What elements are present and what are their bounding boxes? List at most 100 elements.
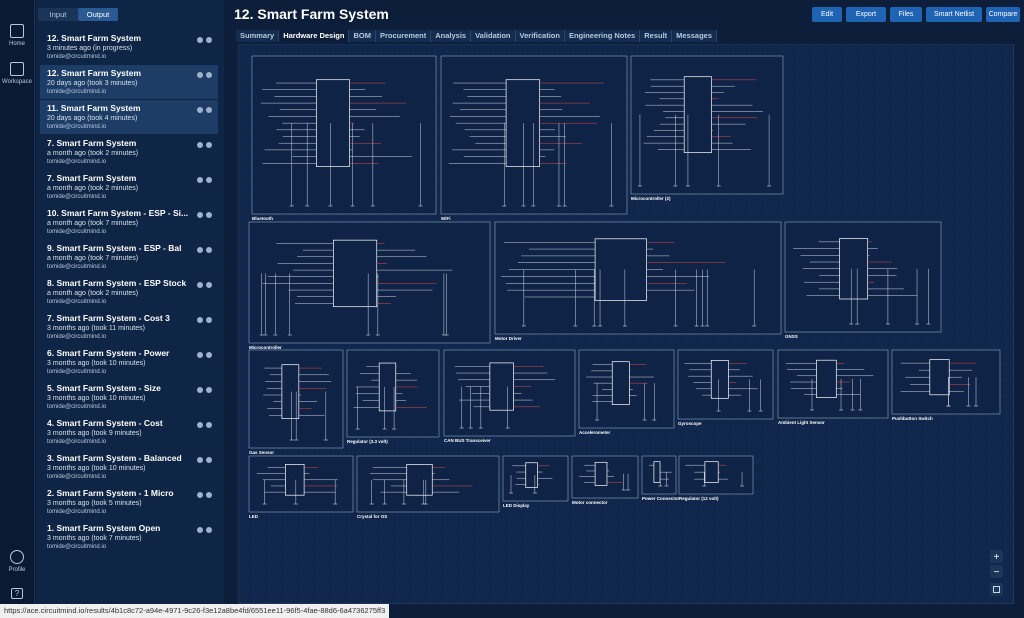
delete-icon[interactable] — [206, 177, 212, 183]
settings-icon[interactable] — [197, 457, 203, 463]
delete-icon[interactable] — [206, 492, 212, 498]
item-email: tomide@circuitmind.io — [47, 299, 107, 305]
schematic-block[interactable] — [784, 221, 942, 333]
tab[interactable]: Summary — [236, 30, 280, 42]
schematic-block[interactable] — [677, 349, 774, 420]
nav-home[interactable]: Home — [0, 24, 34, 47]
settings-icon[interactable] — [197, 142, 203, 148]
nav-workspace[interactable]: Workspace — [0, 62, 34, 85]
nav-label: Profile — [8, 567, 26, 573]
settings-icon[interactable] — [197, 282, 203, 288]
settings-icon[interactable] — [197, 177, 203, 183]
item-email: tomide@circuitmind.io — [47, 474, 107, 480]
delete-icon[interactable] — [206, 457, 212, 463]
action-button[interactable]: Export — [846, 7, 886, 22]
result-item[interactable]: 7. Smart Farm System a month ago (took 2 … — [40, 170, 218, 204]
result-item[interactable]: 7. Smart Farm System - Cost 3 3 months ag… — [40, 310, 218, 344]
result-item[interactable]: 12. Smart Farm System 20 days ago (took 3… — [40, 65, 218, 99]
delete-icon[interactable] — [206, 422, 212, 428]
result-item[interactable]: 8. Smart Farm System - ESP Stock a month … — [40, 275, 218, 309]
block-label: Motor Driver — [495, 336, 522, 341]
delete-icon[interactable] — [206, 282, 212, 288]
block-label: Accelerometer — [579, 430, 611, 435]
action-button[interactable]: Compare — [986, 7, 1020, 22]
tab[interactable]: Verification — [515, 30, 565, 42]
delete-icon[interactable] — [206, 37, 212, 43]
zoom-label: + — [994, 552, 1000, 563]
result-item[interactable]: 6. Smart Farm System - Power 3 months ago… — [40, 345, 218, 379]
schematic-block[interactable] — [578, 349, 675, 429]
result-item[interactable]: 11. Smart Farm System 20 days ago (took 4… — [40, 100, 218, 134]
tab[interactable]: Input — [49, 10, 67, 19]
delete-icon[interactable] — [206, 72, 212, 78]
schematic-block[interactable] — [440, 55, 628, 215]
schematic-block[interactable] — [891, 349, 1001, 415]
tab[interactable]: Procurement — [375, 30, 432, 42]
item-email: tomide@circuitmind.io — [47, 194, 107, 200]
action-button[interactable]: Files — [890, 7, 922, 22]
settings-icon[interactable] — [197, 387, 203, 393]
delete-icon[interactable] — [206, 107, 212, 113]
schematic-block[interactable] — [678, 455, 754, 495]
delete-icon[interactable] — [206, 247, 212, 253]
tab[interactable]: Hardware Design — [279, 30, 350, 42]
result-item[interactable]: 9. Smart Farm System - ESP - Bal a month … — [40, 240, 218, 274]
zoom-button[interactable] — [990, 565, 1003, 578]
item-title: 4. Smart Farm System - Cost — [47, 418, 163, 428]
result-item[interactable]: 4. Smart Farm System - Cost 3 months ago … — [40, 415, 218, 449]
item-meta: 20 days ago (took 4 minutes) — [47, 115, 138, 122]
tab[interactable]: Output — [78, 8, 118, 21]
schematic-block[interactable] — [571, 455, 639, 499]
result-item[interactable]: 5. Smart Farm System - Size 3 months ago … — [40, 380, 218, 414]
item-meta: 3 months ago (took 11 minutes) — [47, 325, 145, 332]
delete-icon[interactable] — [206, 212, 212, 218]
result-item[interactable]: 10. Smart Farm System - ESP - Si... a mon… — [40, 205, 218, 239]
tab[interactable]: BOM — [349, 30, 376, 42]
schematic-block[interactable] — [346, 349, 440, 438]
schematic-block[interactable] — [251, 55, 437, 215]
delete-icon[interactable] — [206, 527, 212, 533]
schematic-block[interactable] — [356, 455, 500, 513]
action-button[interactable]: Edit — [812, 7, 842, 22]
tab[interactable]: Validation — [471, 30, 516, 42]
item-title: 7. Smart Farm System — [47, 138, 137, 148]
settings-icon[interactable] — [197, 422, 203, 428]
zoom-button[interactable] — [990, 550, 1003, 563]
settings-icon[interactable] — [197, 492, 203, 498]
item-email: tomide@circuitmind.io — [47, 509, 107, 515]
schematic-block[interactable] — [641, 455, 677, 495]
delete-icon[interactable] — [206, 352, 212, 358]
fit-button[interactable] — [990, 583, 1003, 596]
schematic-block[interactable] — [630, 55, 784, 195]
tab[interactable]: Analysis — [431, 30, 472, 42]
item-email: tomide@circuitmind.io — [47, 264, 107, 270]
delete-icon[interactable] — [206, 142, 212, 148]
tab[interactable]: Result — [640, 30, 673, 42]
schematic-block[interactable] — [248, 221, 491, 344]
schematic-block[interactable] — [494, 221, 782, 335]
delete-icon[interactable] — [206, 387, 212, 393]
settings-icon[interactable] — [197, 107, 203, 113]
tab[interactable]: Engineering Notes — [564, 30, 641, 42]
result-item[interactable]: 2. Smart Farm System - 1 Micro 3 months a… — [40, 485, 218, 519]
result-item[interactable]: 7. Smart Farm System a month ago (took 2 … — [40, 135, 218, 169]
result-item[interactable]: 12. Smart Farm System 3 minutes ago (in p… — [40, 30, 218, 64]
settings-icon[interactable] — [197, 527, 203, 533]
settings-icon[interactable] — [197, 212, 203, 218]
delete-icon[interactable] — [206, 317, 212, 323]
settings-icon[interactable] — [197, 72, 203, 78]
settings-icon[interactable] — [197, 352, 203, 358]
nav-profile[interactable]: Profile — [0, 550, 34, 573]
settings-icon[interactable] — [197, 317, 203, 323]
nav-help[interactable]: ? — [0, 588, 34, 599]
schematic-block[interactable] — [777, 349, 889, 419]
schematic-block[interactable] — [502, 455, 569, 502]
result-item[interactable]: 3. Smart Farm System - Balanced 3 months … — [40, 450, 218, 484]
settings-icon[interactable] — [197, 247, 203, 253]
tab[interactable]: Messages — [672, 30, 718, 42]
result-item[interactable]: 1. Smart Farm System Open 3 months ago (t… — [40, 520, 218, 554]
settings-icon[interactable] — [197, 37, 203, 43]
schematic-block[interactable] — [443, 349, 576, 437]
action-button[interactable]: Smart Netlist — [926, 7, 982, 22]
schematic-block[interactable] — [248, 455, 354, 513]
